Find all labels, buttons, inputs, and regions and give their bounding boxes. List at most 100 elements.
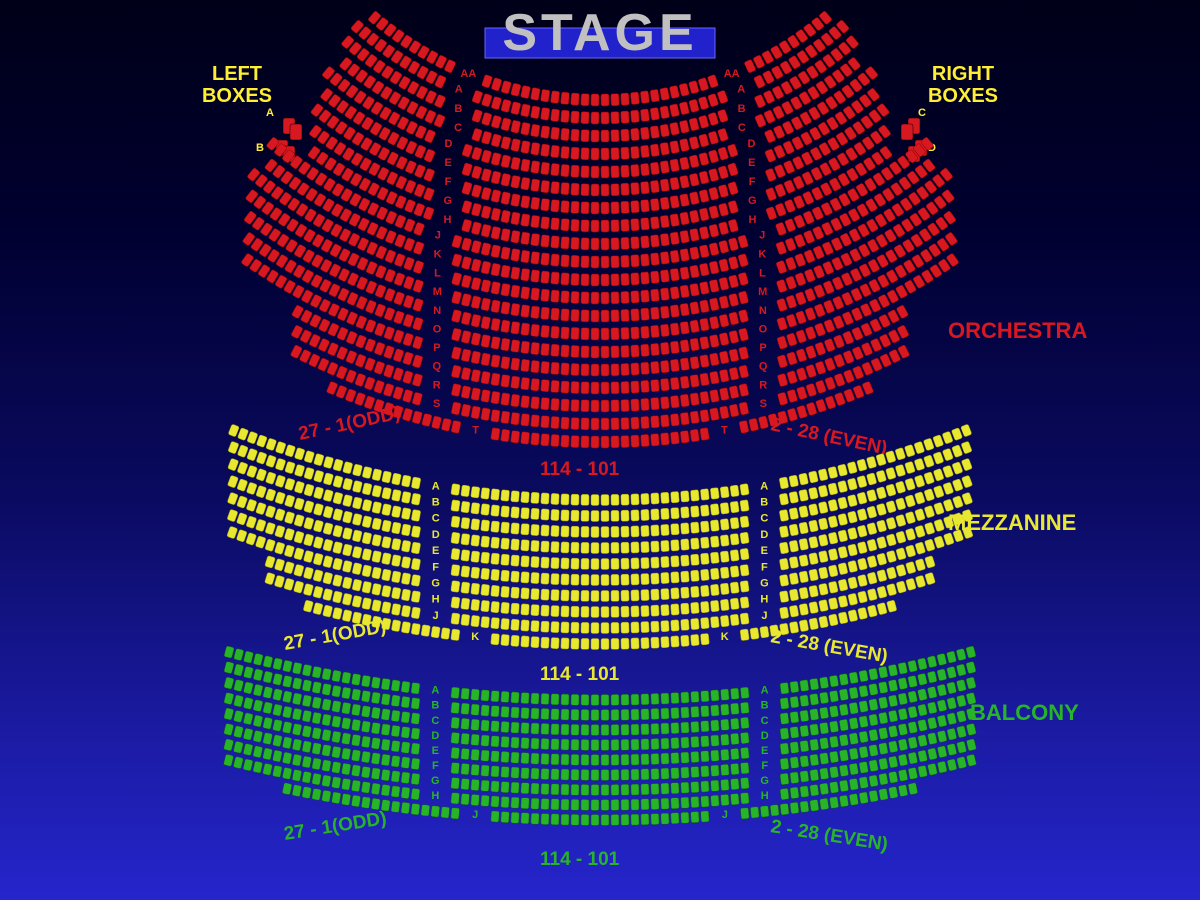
seat[interactable] — [799, 603, 809, 615]
seat[interactable] — [660, 106, 670, 119]
seat[interactable] — [501, 265, 511, 278]
seat[interactable] — [601, 494, 609, 505]
seat[interactable] — [383, 345, 395, 359]
seat[interactable] — [591, 382, 599, 394]
seat[interactable] — [571, 754, 579, 765]
seat[interactable] — [640, 181, 649, 194]
seat[interactable] — [581, 590, 589, 601]
seat[interactable] — [571, 327, 580, 339]
seat[interactable] — [581, 814, 589, 825]
seat[interactable] — [401, 742, 410, 754]
seat[interactable] — [530, 306, 539, 319]
seat[interactable] — [789, 524, 799, 536]
seat[interactable] — [571, 399, 579, 411]
seat[interactable] — [923, 455, 934, 468]
seat[interactable] — [571, 435, 579, 447]
seat[interactable] — [924, 539, 935, 552]
seat[interactable] — [551, 557, 559, 568]
seat[interactable] — [631, 381, 640, 393]
seat[interactable] — [471, 794, 480, 806]
seat[interactable] — [838, 530, 848, 543]
seat[interactable] — [680, 212, 690, 225]
seat[interactable] — [924, 488, 935, 501]
seat[interactable] — [815, 380, 826, 394]
seat[interactable] — [401, 772, 410, 784]
seat[interactable] — [323, 522, 334, 535]
seat[interactable] — [401, 589, 411, 601]
seat[interactable] — [451, 580, 460, 592]
seat[interactable] — [501, 155, 511, 168]
seat[interactable] — [263, 748, 273, 760]
seat[interactable] — [361, 675, 371, 687]
seat[interactable] — [451, 702, 460, 714]
seat[interactable] — [481, 93, 492, 107]
seat[interactable] — [520, 104, 530, 117]
seat[interactable] — [621, 435, 629, 447]
seat[interactable] — [265, 455, 276, 468]
seat[interactable] — [561, 754, 569, 765]
seat[interactable] — [491, 585, 500, 597]
seat[interactable] — [591, 510, 599, 521]
seat[interactable] — [786, 295, 797, 309]
seat[interactable] — [381, 520, 391, 532]
seat[interactable] — [611, 526, 619, 537]
seat[interactable] — [541, 289, 550, 302]
seat[interactable] — [246, 482, 257, 495]
seat[interactable] — [709, 224, 720, 238]
seat[interactable] — [701, 811, 710, 823]
seat[interactable] — [670, 177, 680, 190]
seat[interactable] — [413, 222, 425, 236]
seat[interactable] — [915, 508, 926, 521]
seat[interactable] — [551, 784, 559, 795]
seat[interactable] — [671, 540, 680, 552]
seat[interactable] — [561, 255, 570, 268]
seat[interactable] — [411, 542, 421, 554]
seat[interactable] — [581, 238, 589, 250]
seat[interactable] — [591, 590, 599, 601]
seat[interactable] — [868, 683, 878, 695]
seat[interactable] — [866, 473, 877, 486]
seat[interactable] — [247, 448, 258, 461]
seat[interactable] — [808, 503, 818, 515]
seat[interactable] — [631, 399, 640, 411]
seat[interactable] — [661, 813, 669, 824]
seat[interactable] — [491, 705, 500, 717]
seat[interactable] — [601, 526, 609, 537]
seat[interactable] — [421, 625, 431, 637]
seat[interactable] — [511, 555, 520, 567]
seat[interactable] — [787, 370, 798, 384]
seat[interactable] — [381, 552, 391, 564]
seat[interactable] — [799, 506, 809, 518]
seat[interactable] — [571, 622, 579, 633]
seat[interactable] — [521, 604, 530, 616]
seat[interactable] — [551, 254, 560, 267]
seat[interactable] — [561, 309, 570, 321]
seat[interactable] — [551, 589, 559, 600]
seat[interactable] — [766, 206, 778, 220]
seat[interactable] — [621, 769, 629, 780]
seat[interactable] — [581, 436, 589, 448]
seat[interactable] — [896, 564, 907, 577]
seat[interactable] — [471, 764, 480, 776]
seat[interactable] — [571, 574, 579, 585]
seat[interactable] — [690, 283, 700, 296]
seat[interactable] — [237, 428, 248, 441]
seat[interactable] — [789, 540, 799, 552]
seat[interactable] — [641, 398, 650, 411]
seat[interactable] — [966, 754, 976, 767]
seat[interactable] — [700, 569, 709, 581]
seat[interactable] — [362, 565, 372, 577]
seat[interactable] — [520, 341, 529, 354]
seat[interactable] — [303, 567, 314, 580]
seat[interactable] — [540, 216, 549, 229]
seat[interactable] — [275, 492, 286, 505]
seat[interactable] — [898, 662, 908, 674]
seat[interactable] — [530, 179, 540, 192]
seat[interactable] — [341, 702, 351, 714]
seat[interactable] — [966, 739, 976, 752]
seat[interactable] — [650, 397, 659, 410]
seat[interactable] — [847, 461, 858, 474]
seat[interactable] — [491, 766, 500, 778]
seat[interactable] — [660, 342, 669, 355]
seat[interactable] — [838, 546, 848, 559]
